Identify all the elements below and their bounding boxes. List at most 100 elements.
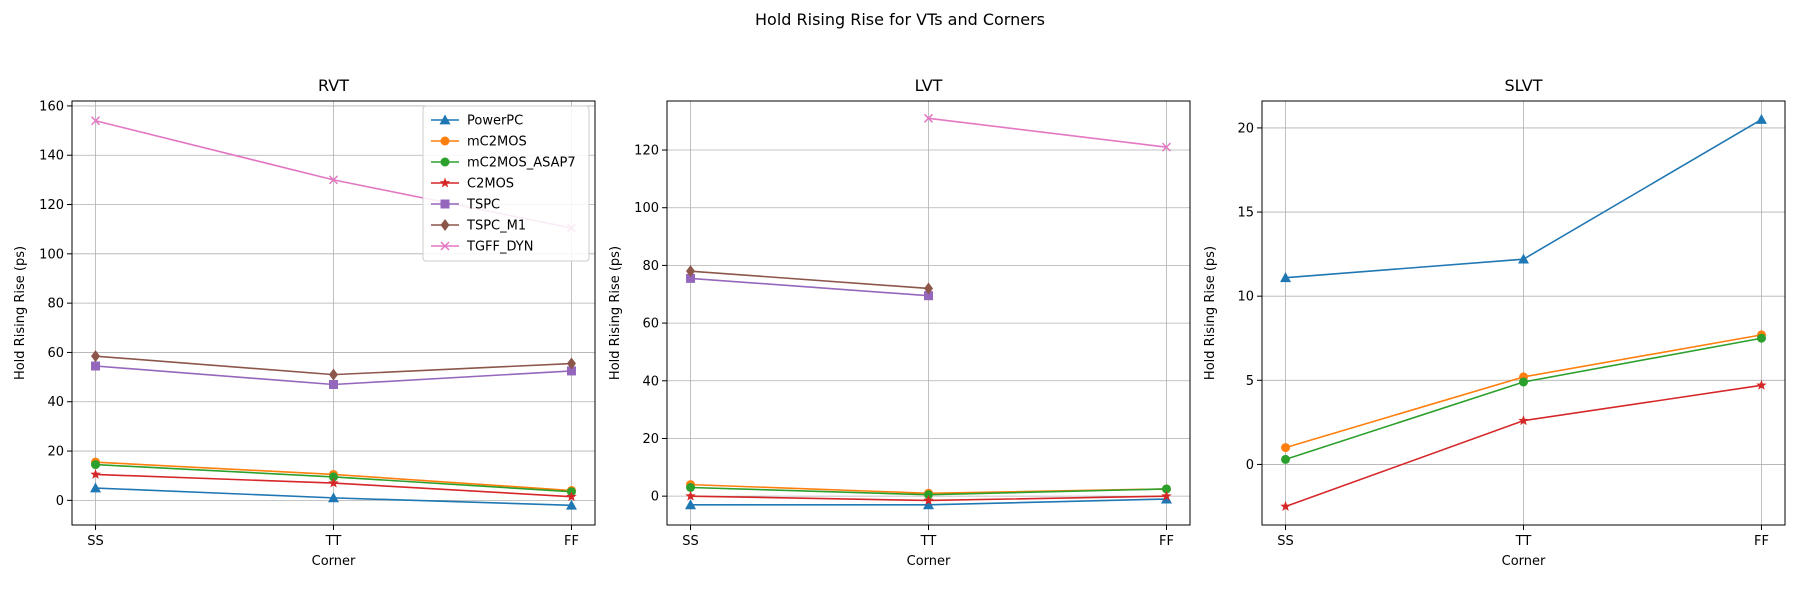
y-tick-label: 0 — [1246, 458, 1254, 473]
chart-title: RVT — [318, 76, 349, 95]
data-point — [1160, 493, 1172, 504]
x-tick-label: FF — [1159, 534, 1174, 549]
data-point — [686, 483, 696, 493]
data-point — [1281, 454, 1291, 464]
data-point — [329, 379, 338, 389]
y-axis-label: Hold Rising Rise (ps) — [1203, 246, 1218, 380]
data-point — [328, 477, 339, 488]
legend-marker — [439, 114, 451, 125]
y-tick-label: 60 — [642, 317, 659, 332]
y-tick-label: 120 — [39, 198, 64, 213]
data-point — [90, 468, 101, 479]
x-axis-label: Corner — [312, 554, 356, 569]
data-point — [1161, 490, 1172, 501]
series-line-7 — [923, 113, 1171, 152]
y-tick-label: 0 — [651, 490, 659, 505]
x-tick-label: TT — [920, 534, 937, 549]
data-point — [685, 490, 696, 501]
legend-label: mC2MOS — [467, 135, 527, 150]
data-point — [1161, 142, 1171, 152]
chart-panel-lvt: SS TT FF 0 20 40 60 80 100 120 LVT Corner Hold Risin… — [608, 76, 1191, 569]
y-tick-label: 0 — [56, 494, 64, 509]
legend-item: TSPC_M1 — [431, 219, 526, 234]
x-tick-label: FF — [564, 534, 579, 549]
y-axis-label: Hold Rising Rise (ps) — [608, 246, 623, 380]
x-tick-label: SS — [87, 534, 104, 549]
legend-marker — [440, 136, 450, 146]
y-tick-label: 15 — [1237, 206, 1254, 221]
y-tick-label: 80 — [642, 259, 659, 274]
x-tick-label: FF — [1754, 534, 1769, 549]
data-point — [1756, 379, 1767, 390]
y-tick-label: 5 — [1246, 374, 1254, 389]
chart-panel-slvt: SS TT FF 0 5 10 15 20 SLVT Corner Hold Rising Rise… — [1203, 76, 1786, 569]
chart-panel-rvt: SS TT FF 0 20 40 60 80 100 120 140 160 RVT Corner Hold… — [13, 76, 596, 569]
data-point — [1161, 484, 1171, 494]
data-point — [923, 494, 934, 505]
y-tick-label: 20 — [642, 432, 659, 447]
y-tick-label: 160 — [39, 99, 64, 114]
legend-marker — [440, 241, 450, 251]
series-tspc — [91, 361, 576, 389]
legend-marker — [439, 177, 451, 188]
data-point — [566, 366, 576, 376]
series-tspc_m1 — [91, 350, 576, 381]
data-point — [329, 472, 338, 482]
data-point — [685, 499, 697, 510]
data-point — [566, 357, 576, 370]
data-point — [1280, 500, 1291, 511]
x-axis-label: Corner — [1502, 554, 1546, 569]
series-line-1 — [1280, 114, 1767, 283]
data-point — [686, 265, 696, 278]
y-tick-label: 10 — [1237, 290, 1254, 305]
legend: PowerPC mC2MOS mC2MOS_ASAP7 C2MOS TSPC TSPC_M… — [422, 105, 590, 262]
data-point — [91, 460, 101, 470]
data-point — [923, 499, 934, 510]
series-line-6 — [686, 265, 933, 295]
data-point — [1281, 443, 1291, 453]
data-point — [924, 490, 933, 500]
chart-title: SLVT — [1504, 76, 1542, 95]
series-line — [690, 270, 929, 290]
chart-title: LVT — [915, 76, 943, 95]
data-point — [924, 291, 933, 301]
series-line-1 — [685, 493, 1172, 510]
figure-title: Hold Rising Rise for VTs and Corners — [755, 10, 1045, 29]
series-c2mos — [90, 468, 577, 502]
x-tick-label: SS — [682, 534, 699, 549]
data-point — [328, 492, 339, 503]
x-tick-label: TT — [325, 534, 342, 549]
legend-label: mC2MOS_ASAP7 — [467, 156, 576, 171]
legend-item: TGFF_DYN — [431, 240, 533, 255]
data-point — [566, 491, 577, 502]
data-point — [91, 350, 101, 363]
legend-item: mC2MOS_ASAP7 — [431, 156, 576, 171]
data-point — [924, 282, 933, 295]
legend-label: C2MOS — [467, 177, 514, 192]
data-point — [91, 361, 101, 371]
y-axis-label: Hold Rising Rise (ps) — [13, 246, 28, 380]
legend-marker — [440, 157, 450, 167]
series-line-3 — [1281, 333, 1766, 464]
y-tick-label: 140 — [39, 149, 64, 164]
data-point — [1755, 114, 1767, 124]
y-tick-label: 40 — [47, 395, 64, 410]
data-point — [328, 175, 339, 185]
y-tick-label: 80 — [47, 297, 64, 312]
series-line-3 — [686, 483, 1171, 500]
y-tick-label: 20 — [1237, 121, 1254, 136]
legend-item: C2MOS — [431, 177, 514, 192]
y-tick-label: 40 — [642, 374, 659, 389]
legend-label: TSPC_M1 — [466, 219, 526, 234]
series-line — [690, 277, 929, 297]
data-point — [90, 482, 102, 493]
series-powerpc — [90, 482, 577, 510]
legend-marker — [440, 219, 450, 231]
legend-item: TSPC — [431, 198, 500, 213]
y-tick-label: 100 — [39, 247, 64, 262]
data-point — [1518, 415, 1529, 426]
data-point — [329, 368, 338, 381]
data-point — [91, 116, 101, 126]
